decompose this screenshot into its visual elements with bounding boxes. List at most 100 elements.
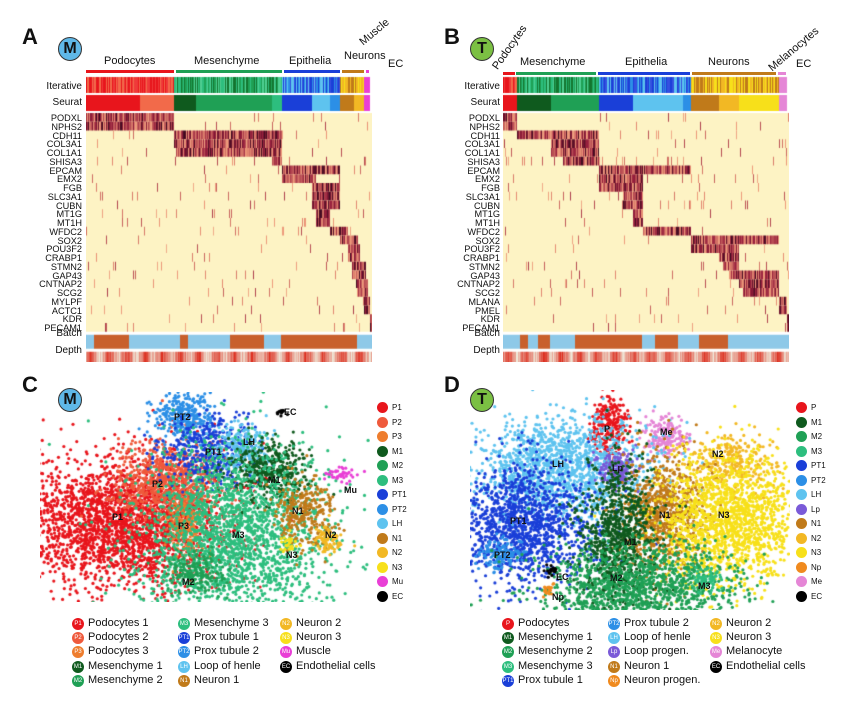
d-plot-label-p: P [604,424,611,434]
c-bottom-code-ec: EC [281,663,291,670]
d-legend-label-me: Me [811,577,823,586]
c-plot-label-ec: EC [284,407,297,417]
d-plot-label-me: Me [660,427,673,437]
gene-label-cdh11: CDH11 [470,130,500,141]
d-bottom-dot-n1: N1 [608,660,620,673]
c-bottom-code-pt1: PT1 [178,635,190,642]
panel-b-groupbar-neurons [692,72,776,75]
c-legend-dot-n1 [377,532,388,544]
d-legend-dot-p [796,402,807,413]
c-bottom-label-p3: Podocytes 3 [88,645,149,658]
gene-label-scg2: SCG2 [56,288,82,298]
c-legend-label-m3: M3 [392,475,404,485]
d-bottom-code-m2: M2 [503,649,513,656]
gene-label-cdh11: CDH11 [52,130,82,141]
gene-label-mt1g: MT1G [474,209,500,220]
panel-b-badge: T [470,37,494,61]
c-legend-dot-n3 [377,561,388,573]
d-legend-dot-n1 [796,518,807,529]
panel-a-groupbar-muscle [366,70,369,73]
c-legend-dot-lh [377,518,388,529]
gene-label-wfdc2: WFDC2 [49,226,82,237]
gene-label-fgb: FGB [63,183,82,193]
d-bottom-dot-p: P [502,618,514,630]
c-plot-label-m1: M1 [268,475,281,485]
d-plot-label-m3: M3 [698,581,711,591]
c-bottom-label-mu: Muscle [296,645,331,658]
d-legend-dot-pt1 [796,460,807,471]
gene-label-nphs2: NPHS2 [51,121,82,132]
d-bottom-code-m3: M3 [503,663,513,670]
gene-label-sox2: SOX2 [57,235,82,246]
c-bottom-code-n3: N3 [282,635,290,642]
c-bottom-dot-n2: N2 [280,618,292,630]
d-bottom-label-m1: Mesenchyme 1 [518,631,593,644]
d-legend-label-n3: N3 [811,548,822,557]
d-bottom-dot-lp: Lp [608,646,620,659]
gene-label-mt1g: MT1G [56,209,82,220]
c-bottom-label-n3: Neuron 3 [296,631,342,644]
c-legend-dot-ec [377,590,388,602]
c-legend-dot-pt1 [377,489,388,500]
d-bottom-code-me: Me [711,649,721,656]
d-bottom-dot-lh: LH [608,632,620,645]
panel-b-track-iterative: Iterative [464,81,500,92]
panel-a-groupbar-neurons [342,70,364,73]
c-bottom-dot-pt2: PT2 [178,646,190,659]
gene-label-epcam: EPCAM [467,165,500,176]
panel-b-group-epithelia: Epithelia [625,56,668,68]
panel-b-groupbar-epithelia [598,72,690,75]
c-legend-label-m2: M2 [392,461,404,470]
d-legend-dot-n2 [796,532,807,544]
gene-label-actc1: ACTC1 [51,305,82,316]
gene-label-slc3a1: SLC3A1 [465,191,500,202]
gene-label-pmel: PMEL [474,305,500,316]
d-bottom-label-p: Podocytes [518,617,570,629]
gene-label-stmn2: STMN2 [50,261,82,272]
d-bottom-dot-np: Np [608,674,620,687]
d-plot-label-n1: N1 [659,510,671,520]
gene-label-pecam1: PECAM1 [44,323,82,333]
d-legend-label-n2: N2 [811,533,822,543]
gene-label-slc3a1: SLC3A1 [47,191,82,202]
panel-c-letter: C [22,372,38,397]
d-bottom-label-n2: Neuron 2 [726,617,772,629]
c-plot-label-m2: M2 [182,577,195,587]
d-plot-label-pt1: PT1 [510,516,527,526]
gene-label-cubn: CUBN [473,200,500,211]
gene-label-podxl: PODXL [50,113,82,123]
d-bottom-code-n1: N1 [610,663,618,670]
panel-a-groupbar-epithelia [284,70,340,73]
c-bottom-code-p3: P3 [74,649,82,656]
gene-label-podxl: PODXL [468,113,500,123]
panel-a-group-ec: EC [388,58,404,70]
gene-label-shisa3: SHISA3 [467,156,500,167]
d-legend-dot-n3 [796,547,807,558]
gene-label-wfdc2: WFDC2 [467,226,500,237]
d-legend-label-np: Np [811,562,822,572]
c-bottom-label-pt2: Prox tubule 2 [194,645,259,658]
c-bottom-dot-mu: Mu [280,646,292,659]
d-bottom-label-ec: Endothelial cells [726,659,806,672]
d-legend-dot-m3 [796,445,807,457]
panel-b-groupbar-mesenchyme [516,72,596,75]
d-bottom-label-pt2: Prox tubule 2 [624,617,689,629]
d-legend-dot-np [796,561,807,573]
panel-d-scatter [470,390,790,610]
gene-label-mlana: MLANA [468,296,500,307]
c-bottom-label-p1: Podocytes 1 [88,617,149,629]
panel-a-group-epithelia: Epithelia [289,55,332,67]
d-legend-label-m3: M3 [811,446,823,456]
c-bottom-code-p1: P1 [74,621,82,627]
gene-label-col3a1: COL3A1 [46,139,82,150]
c-bottom-dot-p2: P2 [72,632,84,645]
panel-b-group-mesenchyme: Mesenchyme [520,56,586,68]
c-bottom-code-p2: P2 [74,635,82,642]
gene-label-fgb: FGB [481,183,500,193]
panel-a-track-depth: Depth [55,345,82,356]
c-bottom-dot-pt1: PT1 [178,632,190,645]
gene-label-kdr: KDR [480,314,500,325]
c-legend-dot-m2 [377,460,388,471]
d-bottom-label-n1: Neuron 1 [624,659,670,672]
c-plot-label-n3: N3 [286,550,298,560]
